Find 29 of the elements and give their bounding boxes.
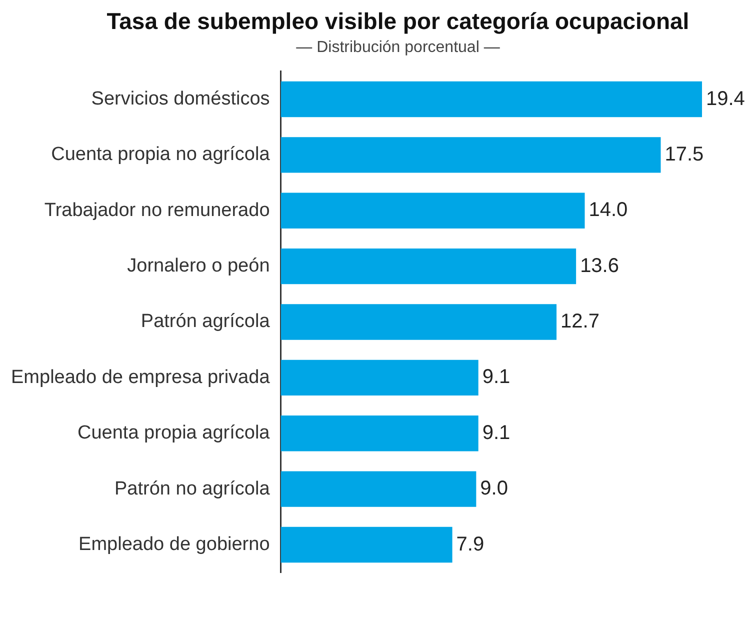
- data-label: 7.9: [456, 533, 484, 556]
- y-tick-label: Empleado de empresa privada: [11, 366, 270, 388]
- data-label: 13.6: [580, 254, 619, 277]
- y-tick-label: Servicios domésticos: [91, 88, 270, 110]
- y-tick-label: Cuenta propia no agrícola: [51, 144, 270, 166]
- bar: [280, 137, 661, 173]
- data-label: 14.0: [588, 199, 628, 222]
- y-tick-label: Jornalero o peón: [127, 256, 270, 277]
- y-tick-label: Patrón no agrícola: [114, 478, 270, 500]
- y-tick-label: Patrón agrícola: [140, 311, 270, 332]
- bar: [280, 81, 702, 118]
- y-tick-label: Trabajador no remunerado: [44, 200, 270, 221]
- bar: [280, 304, 557, 340]
- data-label: 17.5: [664, 143, 704, 166]
- bar: [280, 471, 476, 507]
- data-label: 9.1: [482, 366, 510, 388]
- bar: [280, 248, 576, 284]
- bar: [280, 360, 478, 396]
- data-label: 9.0: [480, 478, 508, 500]
- data-label: 19.4: [706, 88, 745, 110]
- bar: [280, 192, 585, 228]
- chart-title: Tasa de subempleo visible por categoría ocupacional: [106, 8, 690, 35]
- bar: [280, 526, 452, 563]
- chart-subtitle: — Distribución porcentual —: [295, 39, 501, 57]
- y-tick-label: Empleado de gobierno: [78, 534, 270, 555]
- bar: [280, 416, 478, 452]
- y-tick-label: Cuenta propia agrícola: [78, 422, 270, 444]
- data-label: 9.1: [482, 422, 510, 444]
- data-label: 12.7: [560, 310, 600, 333]
